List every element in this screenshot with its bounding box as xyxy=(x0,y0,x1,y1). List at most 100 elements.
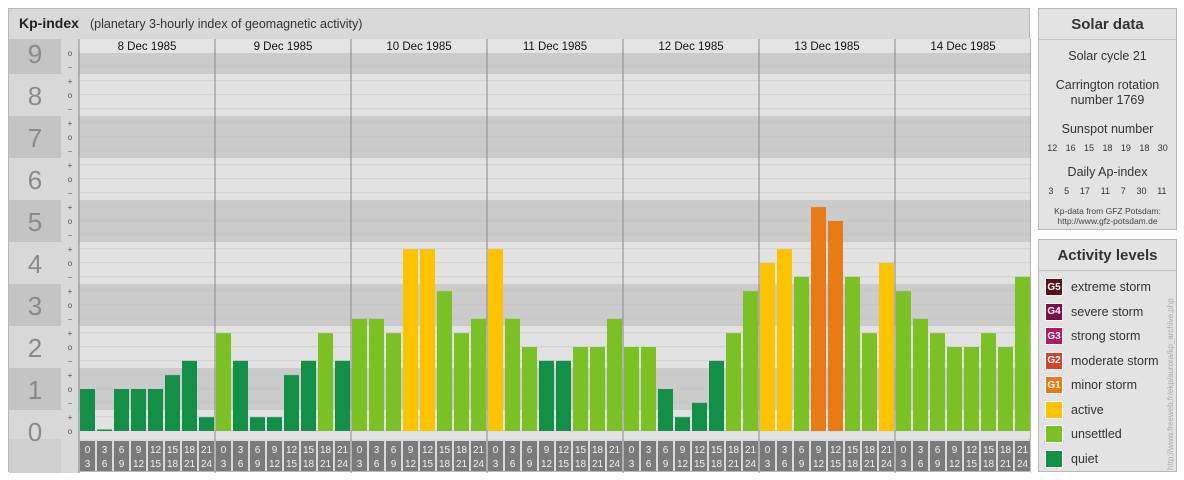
y-minor-tick: o xyxy=(68,385,73,394)
interval-end: 15 xyxy=(694,459,706,470)
interval-cell xyxy=(284,441,299,471)
kp-bar xyxy=(386,333,401,431)
interval-cell xyxy=(556,441,571,471)
interval-cell xyxy=(862,441,877,471)
interval-start: 18 xyxy=(184,445,196,456)
kp-bar xyxy=(267,417,282,431)
y-minor-tick: + xyxy=(68,371,73,380)
kp-bar xyxy=(692,402,707,431)
interval-cell xyxy=(709,441,724,471)
interval-start: 9 xyxy=(272,445,278,456)
interval-cell xyxy=(675,441,690,471)
ap-value-1: 5 xyxy=(1064,186,1070,196)
level-swatch xyxy=(1045,425,1063,444)
interval-start: 12 xyxy=(286,445,298,456)
interval-cell xyxy=(386,441,401,471)
activity-level-active: active xyxy=(1039,398,1176,423)
interval-end: 9 xyxy=(119,459,125,470)
interval-end: 12 xyxy=(269,459,281,470)
y-minor-tick: + xyxy=(68,161,73,170)
interval-cell xyxy=(947,441,962,471)
interval-end: 21 xyxy=(728,459,740,470)
credit-link[interactable]: http://www.gfz-potsdam.de xyxy=(1057,216,1158,226)
interval-end: 9 xyxy=(391,459,397,470)
y-minor-tick: + xyxy=(68,329,73,338)
interval-cell xyxy=(743,441,758,471)
interval-end: 6 xyxy=(510,459,516,470)
ap-values: 3 5 17 11 7 30 11 xyxy=(1039,186,1176,196)
interval-start: 21 xyxy=(201,445,213,456)
interval-start: 9 xyxy=(952,445,958,456)
y-tick-label-0: 0 xyxy=(28,417,42,447)
y-minor-tick: + xyxy=(68,287,73,296)
interval-cell xyxy=(760,441,775,471)
interval-cell xyxy=(964,441,979,471)
activity-level-strong-storm: G3 strong storm xyxy=(1039,324,1176,349)
kp-bar xyxy=(182,360,197,431)
interval-cell xyxy=(352,441,367,471)
interval-cell xyxy=(318,441,333,471)
kp-bar xyxy=(437,291,452,431)
day-label: 11 Dec 1985 xyxy=(523,41,587,53)
interval-cell xyxy=(811,441,826,471)
ap-value-5: 30 xyxy=(1136,186,1147,196)
y-minor-tick: − xyxy=(68,315,73,324)
interval-cell xyxy=(692,441,707,471)
solar-cycle: Solar cycle 21 xyxy=(1068,49,1147,63)
interval-cell xyxy=(488,441,503,471)
ap-value-4: 7 xyxy=(1120,186,1126,196)
kp-bar xyxy=(114,389,129,431)
interval-start: 3 xyxy=(102,445,108,456)
level-label: severe storm xyxy=(1071,304,1144,319)
interval-end: 24 xyxy=(1017,459,1029,470)
interval-start: 6 xyxy=(119,445,125,456)
kp-bar xyxy=(539,360,554,431)
kp-label-bg-6 xyxy=(9,158,61,200)
y-tick-label-7: 7 xyxy=(28,123,42,153)
interval-start: 21 xyxy=(609,445,621,456)
interval-cell xyxy=(590,441,605,471)
interval-end: 21 xyxy=(864,459,876,470)
kp-label-bg-4 xyxy=(9,242,61,284)
interval-start: 0 xyxy=(357,445,363,456)
interval-start: 3 xyxy=(510,445,516,456)
interval-end: 18 xyxy=(983,459,995,470)
y-minor-tick: + xyxy=(68,119,73,128)
interval-start: 21 xyxy=(337,445,349,456)
interval-start: 3 xyxy=(238,445,244,456)
interval-cell xyxy=(930,441,945,471)
interval-end: 3 xyxy=(765,459,771,470)
interval-end: 18 xyxy=(167,459,179,470)
level-label: strong storm xyxy=(1071,329,1141,344)
kp-bar xyxy=(573,347,588,431)
interval-cell xyxy=(828,441,843,471)
sunspot-value-0: 12 xyxy=(1047,143,1058,153)
day-label: 8 Dec 1985 xyxy=(118,41,177,53)
level-swatch: G1 xyxy=(1045,376,1063,395)
activity-levels-panel: Activity levels G5 extreme storm G4 severe … xyxy=(1038,239,1177,472)
interval-end: 9 xyxy=(935,459,941,470)
interval-cell xyxy=(148,441,163,471)
interval-start: 15 xyxy=(983,445,995,456)
kp-bar xyxy=(301,360,316,431)
kp-bar xyxy=(675,417,690,431)
interval-end: 12 xyxy=(541,459,553,470)
kp-bar xyxy=(488,249,503,431)
kp-bar xyxy=(165,375,180,431)
interval-end: 3 xyxy=(493,459,499,470)
sunspot-value-2: 15 xyxy=(1084,143,1095,153)
interval-start: 12 xyxy=(966,445,978,456)
interval-cell xyxy=(1015,441,1030,471)
interval-cell xyxy=(454,441,469,471)
kp-bar xyxy=(709,360,724,431)
interval-cell xyxy=(250,441,265,471)
interval-end: 12 xyxy=(949,459,961,470)
day-label: 10 Dec 1985 xyxy=(386,41,451,53)
kp-bar xyxy=(352,318,367,431)
interval-start: 6 xyxy=(527,445,533,456)
interval-end: 15 xyxy=(286,459,298,470)
interval-start: 0 xyxy=(493,445,499,456)
interval-end: 3 xyxy=(901,459,907,470)
kp-bar xyxy=(896,291,911,431)
interval-end: 9 xyxy=(255,459,261,470)
